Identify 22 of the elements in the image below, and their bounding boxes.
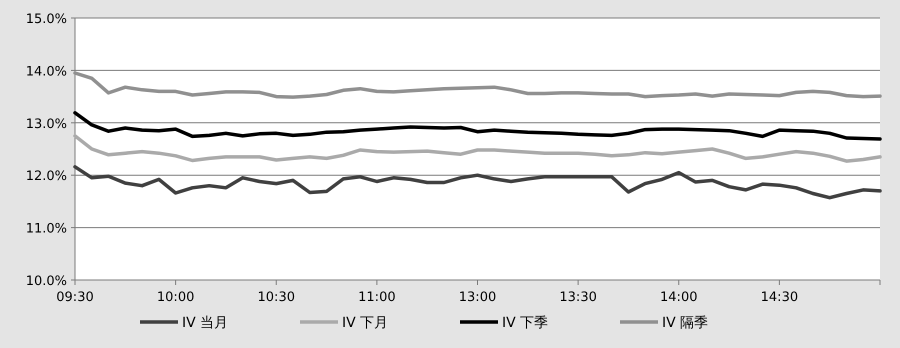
x-tick-label: 09:30 <box>56 290 94 305</box>
line-series <box>73 134 882 163</box>
y-tick-label: 12.0% <box>26 169 67 184</box>
line-series <box>73 165 882 200</box>
y-tick-label: 13.0% <box>26 116 67 132</box>
x-tick-label: 13:30 <box>559 290 597 305</box>
x-tick-label: 14:00 <box>660 290 698 305</box>
y-tick-label: 11.0% <box>26 222 67 237</box>
y-tick-label: 14.0% <box>26 64 67 80</box>
line-series <box>73 71 882 99</box>
line-series <box>73 111 882 141</box>
legend-label: IV 隔季 <box>662 315 708 331</box>
x-tick-label: 10:00 <box>156 290 194 305</box>
x-tick-label: 11:00 <box>358 290 396 305</box>
y-tick-label: 10.0% <box>26 274 67 289</box>
legend-label: IV 下月 <box>342 315 388 331</box>
legend-label: IV 下季 <box>502 315 548 331</box>
x-tick-label: 13:00 <box>458 290 496 305</box>
x-tick-label: 14:30 <box>760 290 798 305</box>
x-tick-label: 10:30 <box>258 290 295 305</box>
y-tick-label: 15.0% <box>26 12 67 27</box>
legend-label: IV 当月 <box>182 315 228 331</box>
